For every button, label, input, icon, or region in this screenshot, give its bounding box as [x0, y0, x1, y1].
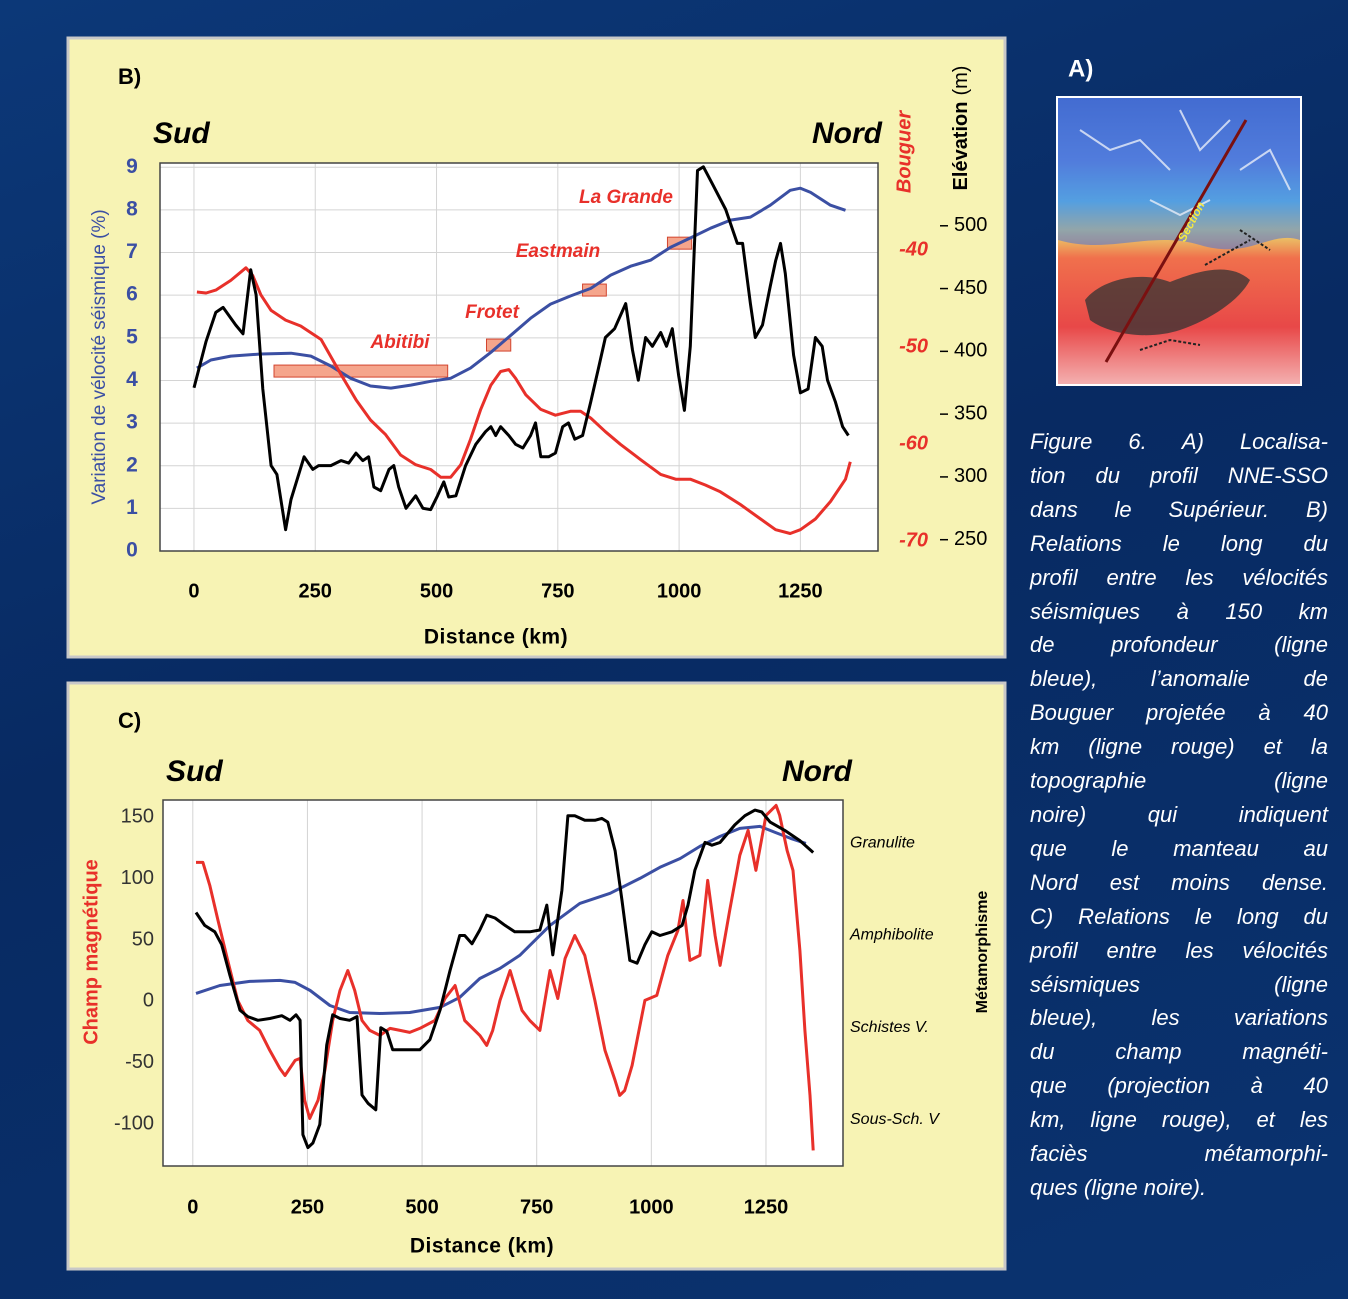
y-tick-label: Schistes V.	[850, 1019, 929, 1036]
x-tick-label: 500	[420, 580, 453, 602]
y-axis-label: Variation de vélocité séismique (%)	[89, 209, 110, 504]
caption-line: bleue), les variations	[1030, 1001, 1328, 1035]
y2-axis-label: Bouguer	[893, 110, 915, 193]
x-tick-label: 0	[188, 580, 199, 602]
x-tick-label: 500	[405, 1196, 438, 1218]
caption-line: ques (ligne noire).	[1030, 1171, 1328, 1205]
y-tick-label: -50	[125, 1051, 154, 1073]
caption-line: faciès métamorphi-	[1030, 1137, 1328, 1171]
caption-line: km (ligne rouge) et la	[1030, 730, 1328, 764]
caption-line: profil entre les vélocités	[1030, 561, 1328, 595]
caption-line: Relations le long du	[1030, 527, 1328, 561]
y-tick-label: 6	[126, 283, 138, 306]
x-tick-label: 250	[291, 1196, 324, 1218]
y-tick-label: -50	[899, 336, 928, 358]
y-tick-label: Granulite	[850, 835, 915, 852]
caption-line: Bouguer projetée à 40	[1030, 696, 1328, 730]
x-axis-label: Distance (km)	[410, 1235, 554, 1258]
caption-line: km, ligne rouge), et les	[1030, 1103, 1328, 1137]
panel-label: C)	[118, 708, 141, 733]
map: Section	[1058, 98, 1300, 384]
y3-axis-label-part: Elévation	[950, 102, 972, 191]
y-tick-label: 3	[126, 411, 138, 434]
panel-label: A)	[1068, 55, 1093, 82]
y-tick-label: 500	[954, 214, 987, 236]
caption-line: profil entre les vélocités	[1030, 934, 1328, 968]
x-tick-label: 1250	[778, 580, 823, 602]
y-tick-label: -60	[899, 433, 928, 455]
caption-line: topographie (ligne	[1030, 764, 1328, 798]
y-tick-label: 250	[954, 528, 987, 550]
caption-line: du champ magnéti-	[1030, 1035, 1328, 1069]
caption-line: Nord est moins dense.	[1030, 866, 1328, 900]
x-tick-label: 250	[299, 580, 332, 602]
y-tick-label: 7	[126, 240, 138, 263]
y-tick-label: 300	[954, 465, 987, 487]
y-tick-label: 2	[126, 453, 138, 476]
x-axis-label: Distance (km)	[424, 626, 568, 649]
caption-line: séismiques à 150 km	[1030, 595, 1328, 629]
region-label: La Grande	[579, 187, 673, 208]
y-tick-label: 0	[143, 990, 154, 1012]
side-title: Nord	[812, 117, 883, 150]
y-tick-label: 350	[954, 402, 987, 424]
caption: Figure 6. A) Localisa-tion du profil NNE…	[1030, 425, 1328, 1205]
y-tick-label: -70	[899, 530, 928, 552]
region-box	[274, 365, 448, 377]
y-tick-label: 9	[126, 155, 138, 178]
region-label: Eastmain	[516, 241, 600, 262]
panel-label: B)	[118, 64, 141, 89]
y2-axis-label: Métamorphisme	[974, 891, 991, 1014]
chart: 0 250 500 750 1000 1250 -100 -50 0 50 100 150 Sous-S…	[68, 683, 1005, 1269]
caption-line: Figure 6. A) Localisa-	[1030, 425, 1328, 459]
caption-line: dans le Supérieur. B)	[1030, 493, 1328, 527]
x-tick-label: 1250	[744, 1196, 789, 1218]
y-tick-label: -100	[114, 1113, 154, 1135]
x-tick-label: 1000	[657, 580, 702, 602]
y-tick-label: Sous-Sch. V	[850, 1111, 940, 1128]
y-tick-label: 400	[954, 340, 987, 362]
page: A) Section 0250500750100012500123456789-…	[0, 0, 1348, 1299]
caption-line: que le manteau au	[1030, 832, 1328, 866]
map-panel: A) Section	[1056, 55, 1302, 386]
y-tick-label: 8	[126, 197, 138, 220]
caption-line: noire) qui indiquent	[1030, 798, 1328, 832]
x-tick-label: 750	[520, 1196, 553, 1218]
map-shade	[1058, 98, 1300, 249]
y-tick-label: 5	[126, 325, 138, 348]
caption-line: tion du profil NNE-SSO	[1030, 459, 1328, 493]
y-tick-label: Amphibolite	[849, 927, 934, 944]
side-title: Sud	[166, 755, 223, 788]
chart: 0 250 500 750 1000 1250 0 1 2 3 4 5 6 7 8 9 -70 -60 -50 -40…	[68, 38, 1005, 657]
side-title: Sud	[153, 117, 210, 150]
caption-line: que (projection à 40	[1030, 1069, 1328, 1103]
y-tick-label: 4	[126, 368, 138, 391]
y3-axis-label-part: (m)	[950, 66, 972, 96]
y-axis-label: Champ magnétique	[80, 859, 102, 1045]
region-label: Frotet	[465, 302, 520, 323]
side-title: Nord	[782, 755, 853, 788]
y-tick-label: 1	[126, 496, 138, 519]
y-tick-label: 150	[121, 805, 154, 827]
y-tick-label: 0	[126, 539, 138, 562]
y3-axis-label: Elévation (m)	[950, 66, 972, 191]
caption-line: bleue), l’anomalie de	[1030, 662, 1328, 696]
x-tick-label: 750	[541, 580, 574, 602]
caption-line: de profondeur (ligne	[1030, 628, 1328, 662]
caption-line: séismiques (ligne	[1030, 968, 1328, 1002]
x-tick-label: 1000	[629, 1196, 674, 1218]
y-tick-label: -40	[899, 239, 928, 261]
y-tick-label: 100	[121, 867, 154, 889]
caption-line: C) Relations le long du	[1030, 900, 1328, 934]
plot-area	[160, 163, 878, 551]
y-tick-label: 50	[132, 928, 154, 950]
x-tick-label: 0	[187, 1196, 198, 1218]
y-tick-label: 450	[954, 277, 987, 299]
region-label: Abitibi	[369, 332, 430, 353]
